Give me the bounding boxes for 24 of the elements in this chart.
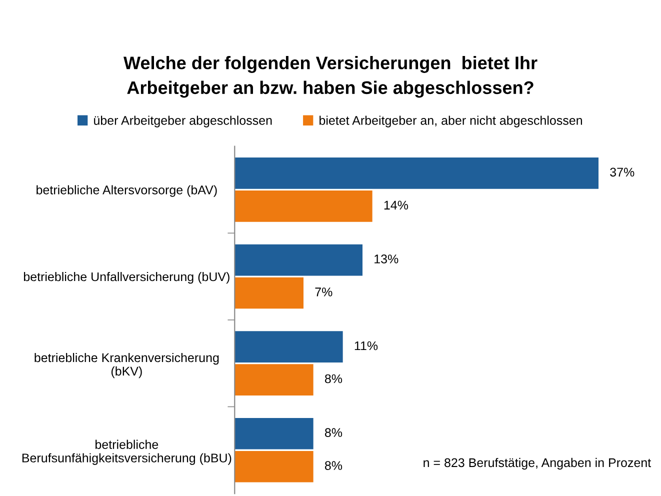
y-tick-label: betriebliche Altersvorsorge (bAV) — [36, 185, 217, 197]
bar — [234, 190, 372, 222]
legend-label: bietet Arbeitgeber an, aber nicht abgeschlossen — [320, 116, 582, 128]
bar — [234, 277, 304, 309]
chart-title: Welche der folgenden Versicherungen bietet Ihr Arbeitgeber an bzw. haben Sie abgeschlossen? — [124, 56, 538, 98]
bar — [234, 158, 599, 189]
data-label: 37% — [610, 168, 634, 177]
bar — [234, 364, 314, 396]
bar — [234, 418, 314, 450]
data-label: 8% — [324, 374, 342, 384]
annotation: n = 823 Berufstätige, Angaben in Prozent — [424, 458, 652, 470]
y-tick-label: betriebliche Berufsunfähigkeitsversicherung (bBU) — [22, 440, 232, 465]
data-label: 8% — [324, 428, 342, 437]
data-label: 11% — [354, 341, 378, 350]
bar — [234, 244, 362, 276]
bar — [234, 450, 314, 482]
y-tick-label: betriebliche Unfallversicherung (bUV) — [24, 272, 230, 284]
data-label: 14% — [384, 200, 408, 210]
bar — [234, 331, 343, 362]
data-label: 13% — [374, 254, 398, 264]
legend-label: über Arbeitgeber abgeschlossen — [94, 116, 272, 128]
y-tick-label: betriebliche Krankenversicherung (bKV) — [34, 352, 219, 378]
data-label: 8% — [324, 461, 342, 470]
data-label: 7% — [315, 288, 332, 296]
